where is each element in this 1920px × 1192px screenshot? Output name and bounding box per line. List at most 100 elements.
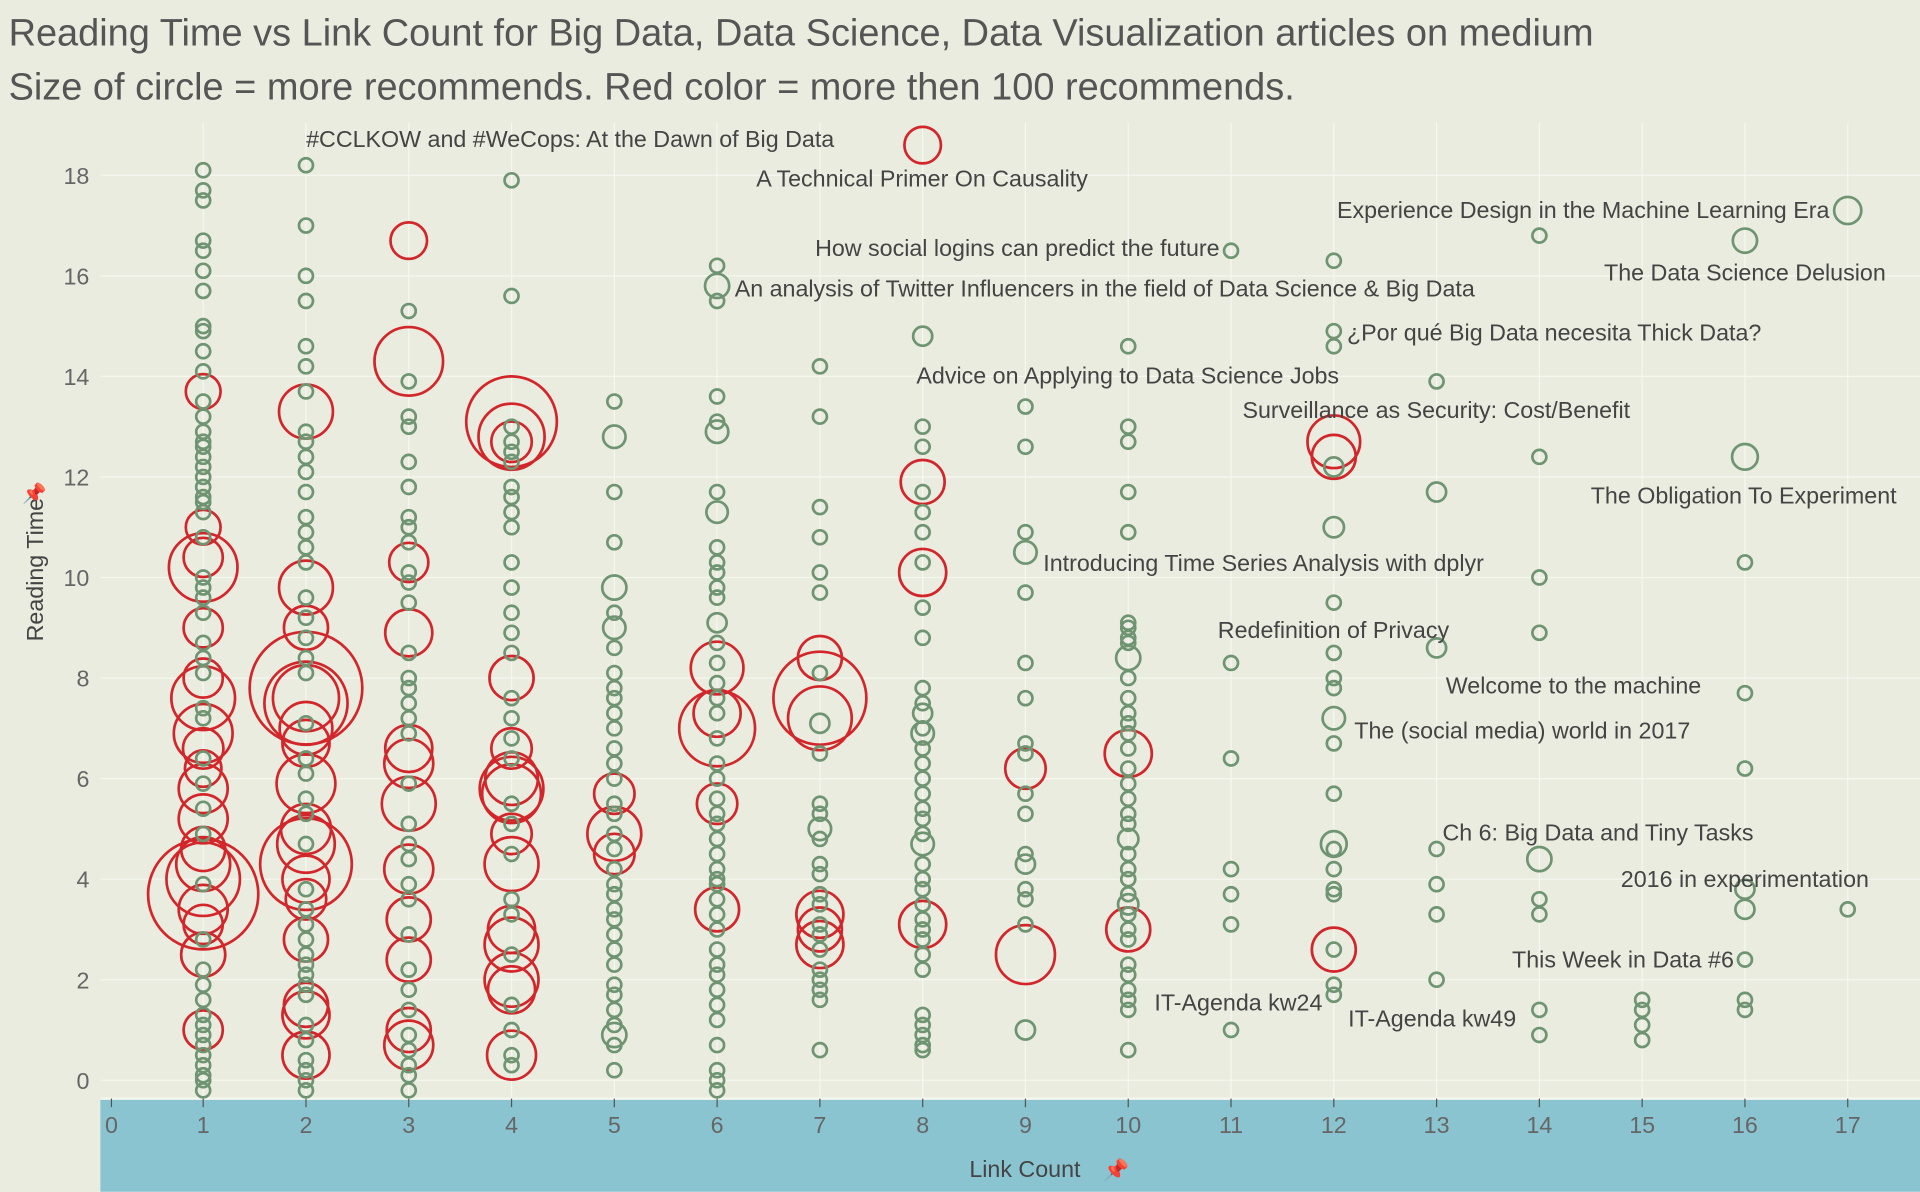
- data-point[interactable]: [1731, 227, 1759, 255]
- data-point-highlighted[interactable]: [146, 837, 260, 951]
- data-point[interactable]: [1119, 629, 1137, 647]
- data-point[interactable]: [1017, 890, 1034, 908]
- data-point[interactable]: [1531, 1026, 1548, 1044]
- data-point[interactable]: [1119, 337, 1137, 355]
- data-point[interactable]: [708, 1011, 726, 1029]
- data-point[interactable]: [914, 720, 932, 737]
- data-point[interactable]: [297, 292, 315, 310]
- data-point-highlighted[interactable]: [385, 1006, 433, 1054]
- data-point[interactable]: [503, 1021, 520, 1039]
- data-point[interactable]: [1428, 906, 1445, 923]
- data-point[interactable]: [194, 317, 212, 335]
- data-point[interactable]: [914, 523, 932, 541]
- data-point[interactable]: [1017, 880, 1034, 898]
- data-point[interactable]: [1222, 654, 1240, 672]
- data-point[interactable]: [297, 986, 315, 1004]
- data-point[interactable]: [1633, 1031, 1651, 1049]
- data-point[interactable]: [1119, 669, 1137, 687]
- data-point[interactable]: [400, 408, 418, 425]
- data-point[interactable]: [811, 961, 829, 979]
- data-point[interactable]: [400, 1082, 418, 1099]
- data-point[interactable]: [811, 991, 829, 1009]
- data-point[interactable]: [1017, 785, 1034, 803]
- data-point[interactable]: [1325, 976, 1343, 994]
- data-point[interactable]: [605, 720, 623, 737]
- data-point[interactable]: [297, 1031, 315, 1049]
- data-point[interactable]: [708, 589, 726, 606]
- data-point[interactable]: [1119, 815, 1137, 833]
- data-point[interactable]: [1119, 956, 1137, 973]
- data-point[interactable]: [811, 528, 829, 546]
- data-point[interactable]: [708, 921, 726, 938]
- data-point-highlighted[interactable]: [994, 923, 1057, 986]
- data-point[interactable]: [194, 1071, 212, 1089]
- data-point[interactable]: [503, 433, 520, 451]
- data-point[interactable]: [400, 302, 418, 320]
- data-point[interactable]: [194, 493, 212, 511]
- data-point[interactable]: [1531, 624, 1548, 642]
- data-point-highlighted[interactable]: [167, 531, 239, 604]
- data-point[interactable]: [1119, 483, 1137, 501]
- data-point[interactable]: [1017, 845, 1034, 863]
- data-point[interactable]: [400, 981, 418, 999]
- data-point[interactable]: [503, 443, 520, 461]
- data-point[interactable]: [1321, 705, 1347, 731]
- data-point[interactable]: [1017, 438, 1034, 456]
- data-point[interactable]: [194, 342, 212, 360]
- data-point[interactable]: [503, 644, 520, 662]
- data-point[interactable]: [708, 770, 726, 787]
- data-point-highlighted[interactable]: [181, 726, 225, 771]
- data-point[interactable]: [811, 865, 829, 883]
- data-point[interactable]: [911, 325, 934, 348]
- data-point[interactable]: [708, 292, 726, 310]
- data-point[interactable]: [297, 1061, 315, 1079]
- data-point[interactable]: [1017, 745, 1034, 762]
- data-point[interactable]: [194, 1036, 212, 1054]
- data-point[interactable]: [914, 911, 932, 928]
- data-point-highlighted[interactable]: [795, 919, 845, 970]
- data-point[interactable]: [811, 895, 829, 913]
- data-point-highlighted[interactable]: [1310, 926, 1358, 973]
- data-point[interactable]: [503, 709, 520, 727]
- data-point[interactable]: [194, 875, 212, 893]
- data-point[interactable]: [704, 419, 730, 445]
- data-point[interactable]: [297, 664, 315, 682]
- data-point[interactable]: [914, 599, 932, 617]
- data-point[interactable]: [1325, 735, 1343, 752]
- data-point[interactable]: [297, 1051, 315, 1069]
- data-point[interactable]: [194, 604, 212, 622]
- data-point[interactable]: [1428, 875, 1445, 893]
- data-point[interactable]: [605, 770, 623, 787]
- data-point[interactable]: [811, 855, 829, 873]
- data-point-highlighted[interactable]: [1306, 414, 1362, 470]
- data-point[interactable]: [1736, 1001, 1754, 1019]
- data-point[interactable]: [1325, 337, 1343, 355]
- data-point[interactable]: [400, 725, 418, 742]
- data-point[interactable]: [297, 966, 315, 984]
- data-point-highlighted[interactable]: [897, 547, 948, 598]
- data-point-highlighted[interactable]: [592, 772, 636, 816]
- data-point[interactable]: [1119, 1001, 1137, 1019]
- data-point[interactable]: [914, 1016, 932, 1034]
- data-point[interactable]: [503, 604, 520, 622]
- data-point[interactable]: [1325, 679, 1343, 697]
- data-point[interactable]: [194, 488, 212, 506]
- data-point[interactable]: [1322, 456, 1345, 478]
- data-point[interactable]: [194, 1016, 212, 1034]
- data-point-highlighted[interactable]: [1310, 433, 1358, 481]
- data-point[interactable]: [914, 694, 932, 712]
- data-point[interactable]: [1222, 1021, 1240, 1039]
- data-point-highlighted[interactable]: [592, 832, 636, 876]
- data-point[interactable]: [1531, 569, 1548, 586]
- data-point[interactable]: [708, 554, 726, 571]
- data-point[interactable]: [811, 981, 829, 999]
- data-point[interactable]: [1017, 654, 1034, 672]
- data-point[interactable]: [503, 906, 520, 923]
- data-point[interactable]: [811, 1041, 829, 1059]
- data-point[interactable]: [811, 916, 829, 933]
- data-point[interactable]: [400, 564, 418, 581]
- data-point[interactable]: [1222, 916, 1240, 933]
- data-point[interactable]: [194, 468, 212, 486]
- data-point[interactable]: [1119, 981, 1137, 999]
- data-point[interactable]: [194, 438, 212, 456]
